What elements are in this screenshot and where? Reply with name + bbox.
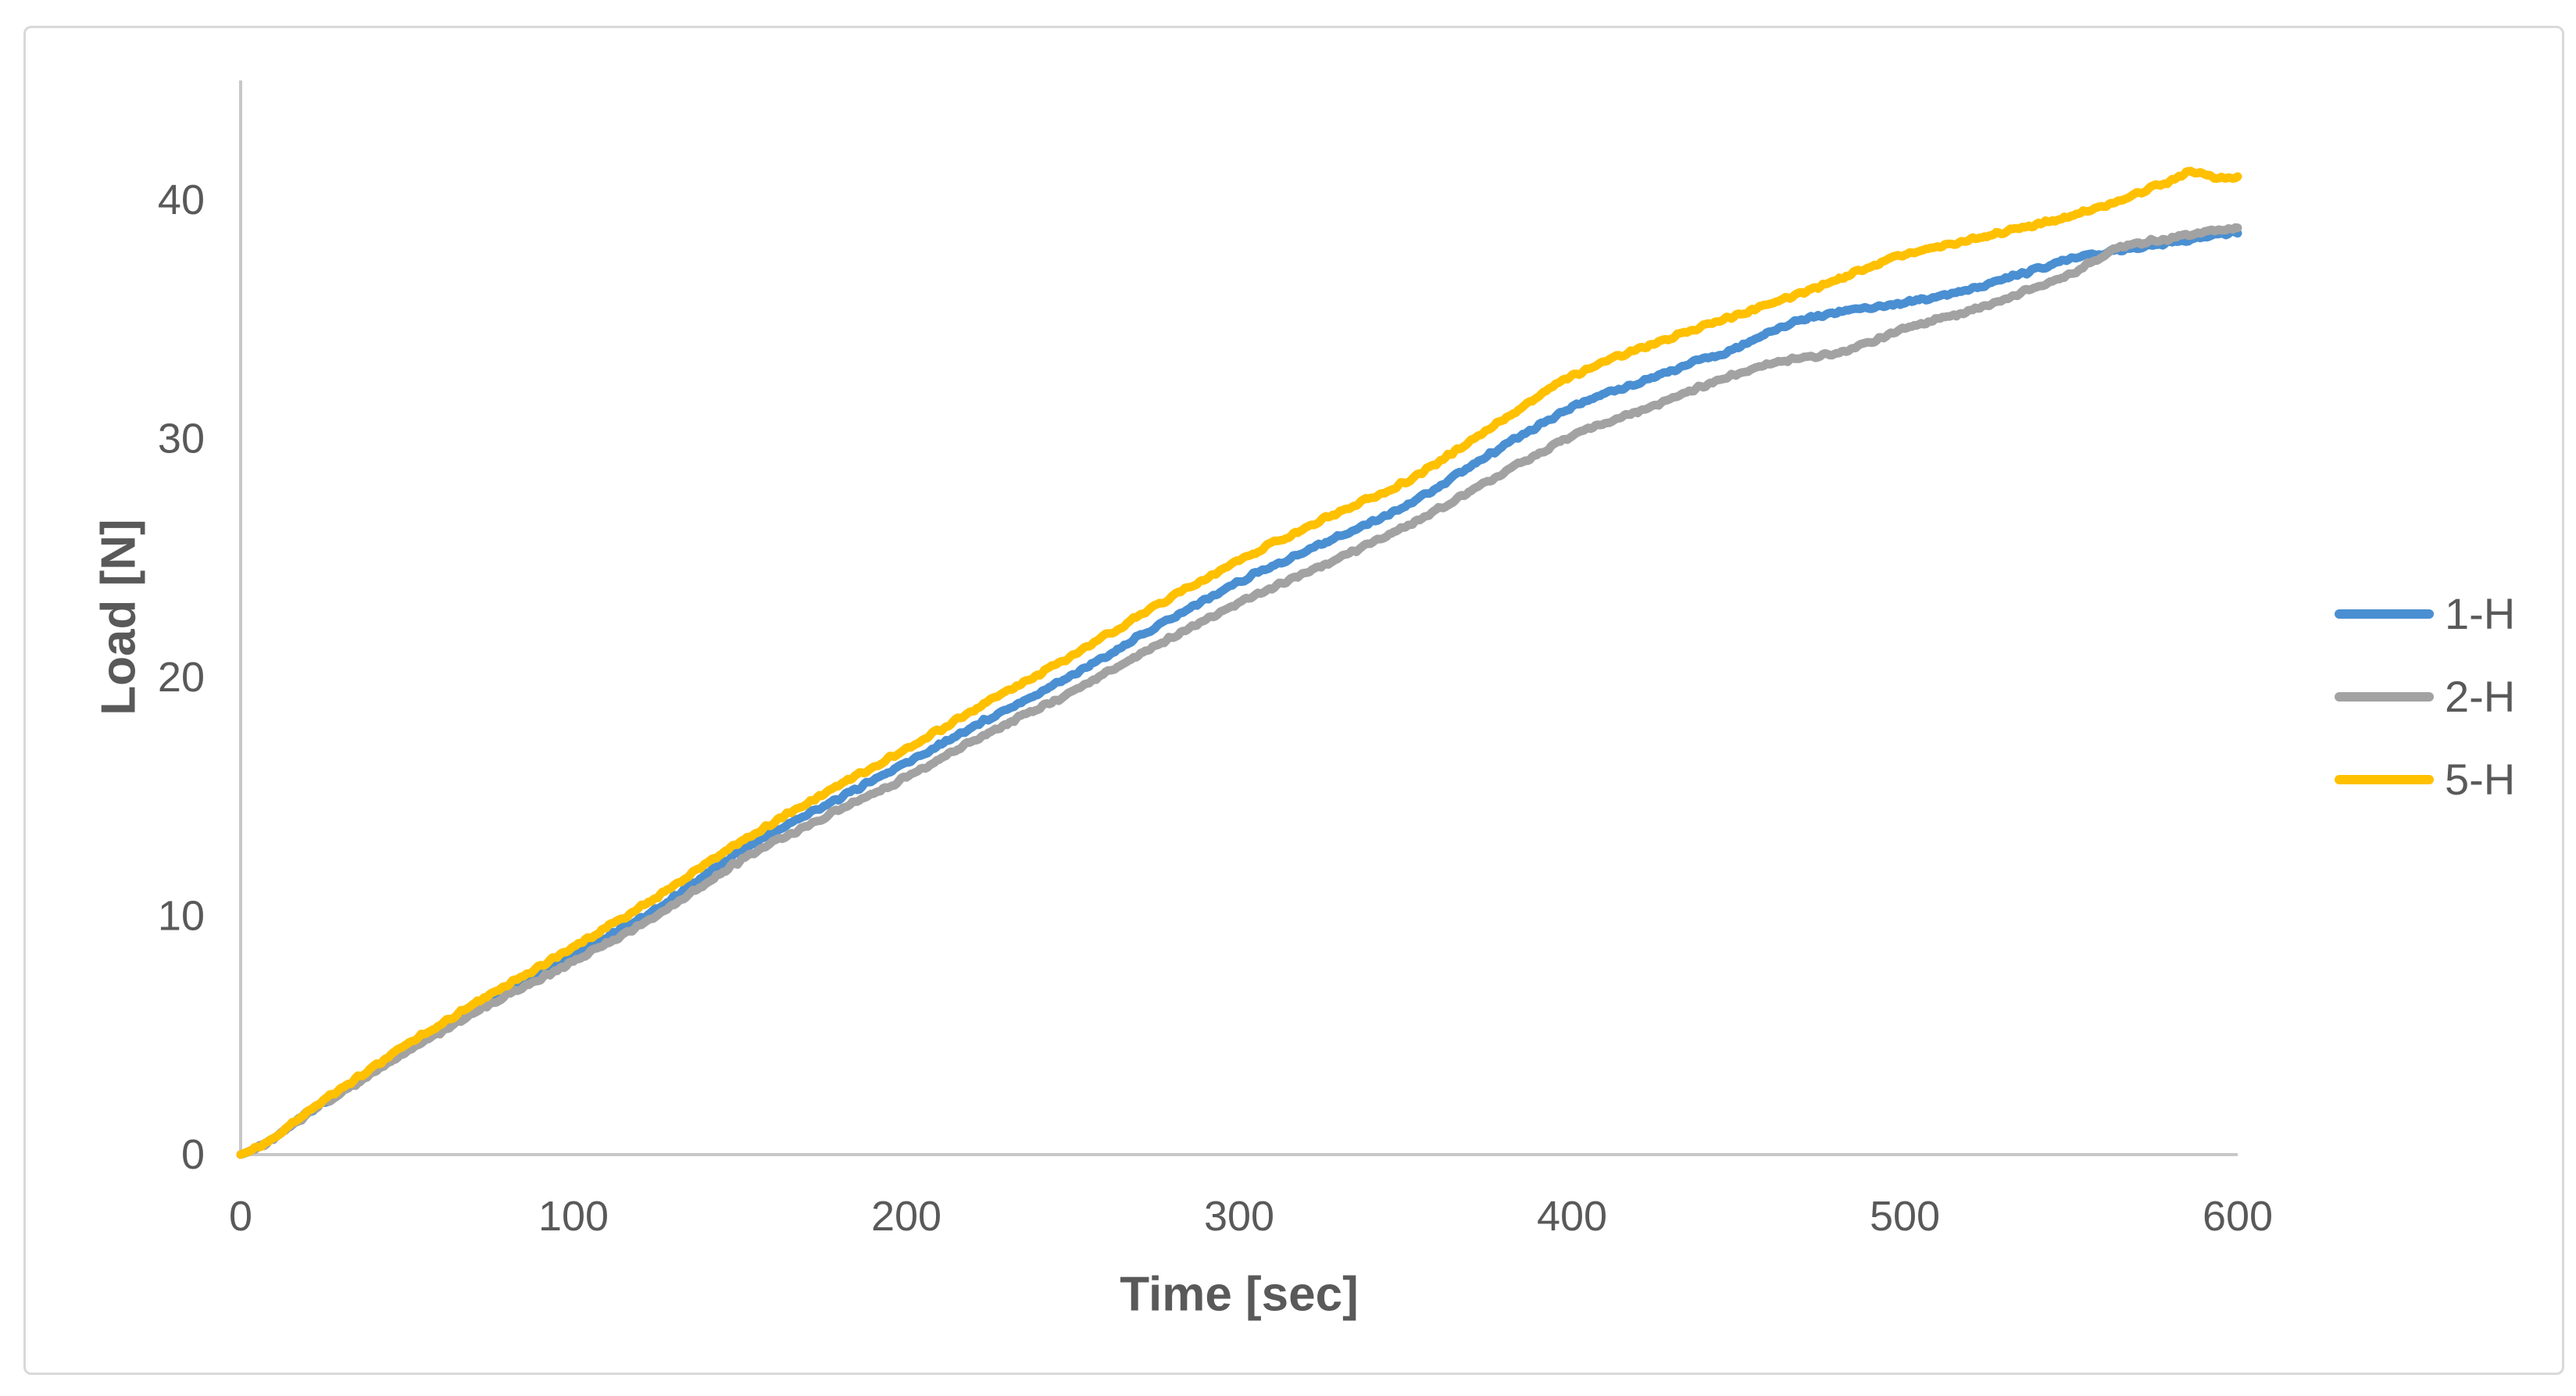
x-tick-label: 200 <box>871 1193 941 1240</box>
x-tick-label: 100 <box>538 1193 609 1240</box>
x-axis-title: Time [sec] <box>1120 1268 1359 1322</box>
series-lines <box>236 166 2242 1159</box>
legend-swatch-5-H <box>2335 775 2434 784</box>
legend-swatch-2-H <box>2335 692 2434 702</box>
x-tick-label: 600 <box>2203 1193 2273 1240</box>
y-tick-label: 0 <box>181 1131 205 1178</box>
series-line-5-H <box>236 166 2242 1159</box>
y-axis-title: Load [N] <box>92 519 146 715</box>
x-tick-label: 300 <box>1204 1193 1274 1240</box>
y-axis-tick-labels: 0 10 20 30 40 <box>158 177 205 1178</box>
series-line-1-H <box>236 227 2242 1159</box>
axes <box>239 80 2238 1156</box>
legend-item-5-H: 5-H <box>2335 758 2515 802</box>
legend: 1-H 2-H 5-H <box>2335 592 2515 802</box>
legend-item-2-H: 2-H <box>2335 675 2515 719</box>
x-axis-tick-labels: 0 100 200 300 400 500 600 <box>229 1193 2273 1240</box>
legend-item-1-H: 1-H <box>2335 592 2515 636</box>
y-tick-label: 40 <box>158 177 205 223</box>
y-tick-label: 20 <box>158 654 205 701</box>
x-tick-label: 500 <box>1870 1193 1940 1240</box>
y-tick-label: 30 <box>158 415 205 462</box>
legend-label-5-H: 5-H <box>2445 755 2516 804</box>
x-tick-label: 400 <box>1537 1193 1607 1240</box>
legend-swatch-1-H <box>2335 609 2434 619</box>
legend-label-1-H: 1-H <box>2445 589 2516 638</box>
x-tick-label: 0 <box>229 1193 252 1240</box>
legend-label-2-H: 2-H <box>2445 672 2516 721</box>
series-line-2-H <box>236 223 2242 1159</box>
y-tick-label: 10 <box>158 892 205 939</box>
